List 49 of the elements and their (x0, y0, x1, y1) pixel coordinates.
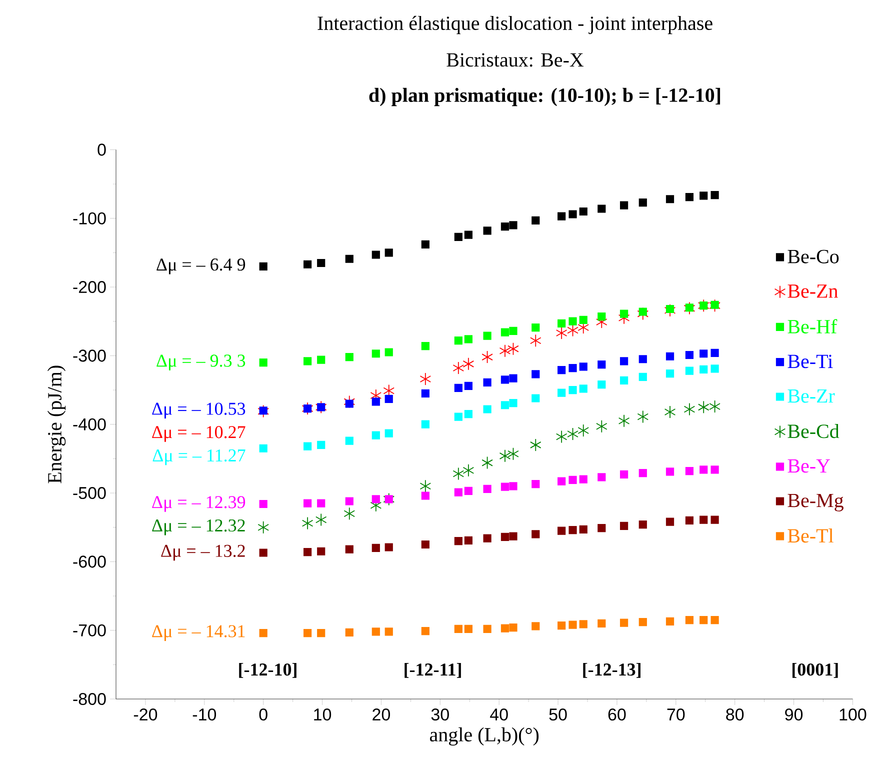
text: d) plan prismatique: (10-10); b = [-12-10] (369, 88, 720, 106)
x-tick-label: 40 (490, 708, 508, 721)
annotation: Δμ = – 10.53 (152, 402, 246, 419)
y-tick-label: -500 (73, 486, 106, 500)
annotation: Δμ = – 10.27 (152, 426, 246, 442)
annotation: Δμ = – 11.27 (152, 449, 246, 466)
annotation: Δμ = – 13.2 (161, 544, 245, 561)
annotation: Δμ = – 12.32 (152, 519, 245, 536)
y-tick-label: -700 (73, 624, 106, 636)
annotation: Δμ = – 12.39 (152, 496, 246, 512)
x-tick-label: 60 (608, 708, 626, 721)
x-tick-label: 50 (549, 708, 567, 721)
x-axis-title: angle (L,b)(°) (430, 727, 539, 746)
annotation: [-12-13] (583, 662, 640, 678)
annotation: [-12-10] (239, 662, 296, 678)
legend-label: Be-Cd (788, 424, 840, 438)
x-tick-label: 80 (726, 708, 744, 721)
annotation: [-12-11] (404, 662, 461, 678)
y-tick-label: -300 (73, 350, 106, 362)
x-tick-label: -20 (134, 708, 158, 721)
x-tick-label: 20 (372, 708, 390, 721)
annotation: Δμ = – 6.4 9 (156, 258, 246, 274)
x-tick-label: 70 (667, 708, 685, 721)
legend-label: Be-Zr (788, 389, 835, 403)
y-tick-label: -100 (73, 212, 106, 224)
y-axis-title: Energie (pJ/m) (47, 366, 66, 484)
chart-title: Interaction élastique dislocation - joint interphase (318, 16, 712, 34)
legend-label: Be-Ti (788, 354, 833, 368)
legend-label: Be-Hf (788, 319, 838, 334)
y-tick-label: -800 (73, 692, 106, 706)
legend-label: Be-Co (788, 250, 839, 264)
legend-label: Be-Tl (788, 528, 834, 543)
y-tick-label: 0 (98, 144, 106, 156)
annotation: Δμ = – 14.31 (152, 625, 245, 641)
y-tick-label: -200 (73, 281, 106, 294)
x-tick-label: 90 (785, 708, 803, 721)
annotation: [0001] (792, 662, 838, 678)
legend-label: Be-Mg (788, 494, 844, 512)
chart-subtitle: Bicristaux: Be-X (446, 53, 584, 67)
x-tick-label: 100 (840, 708, 866, 721)
y-tick-label: -400 (73, 418, 106, 430)
x-tick-label: 10 (314, 708, 332, 721)
annotation: Δμ = – 9.3 3 (156, 354, 246, 370)
legend-label: Be-Y (788, 459, 830, 473)
x-tick-label: 0 (259, 708, 268, 721)
legend-label: Be-Zn (788, 284, 838, 298)
x-tick-label: -10 (192, 708, 216, 721)
y-tick-label: -600 (73, 556, 106, 568)
x-tick-label: 30 (431, 708, 449, 721)
